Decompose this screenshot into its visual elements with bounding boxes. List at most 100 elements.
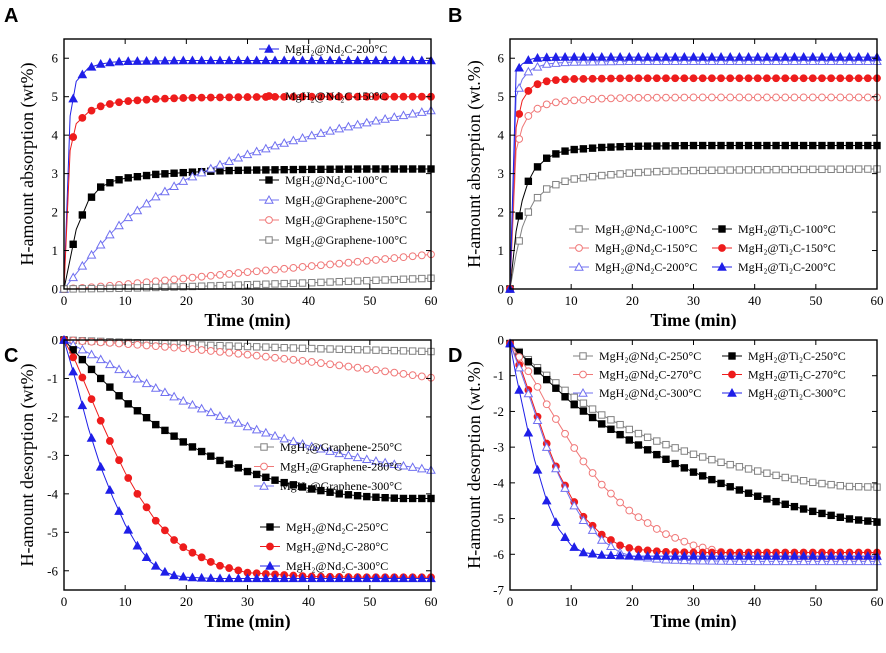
data-point xyxy=(616,170,624,178)
data-point xyxy=(561,386,569,395)
data-point xyxy=(642,551,653,560)
data-point xyxy=(661,56,671,66)
data-point xyxy=(642,56,653,66)
series-1 xyxy=(506,339,881,526)
legend-marker xyxy=(575,244,583,252)
data-point xyxy=(771,52,781,61)
data-point xyxy=(588,405,597,413)
data-point xyxy=(707,74,716,83)
data-point xyxy=(688,52,699,61)
data-point xyxy=(150,55,161,65)
data-point xyxy=(326,92,334,101)
data-point xyxy=(114,506,124,515)
data-point xyxy=(578,547,589,557)
data-point xyxy=(416,107,427,116)
legend-entry: MgH₂@Graphene-150°C xyxy=(259,213,407,227)
data-point xyxy=(170,275,179,284)
data-point xyxy=(763,495,771,503)
data-point xyxy=(205,407,216,417)
y-tick-label: -6 xyxy=(47,563,58,578)
legend-entry: MgH₂@Graphene-100°C xyxy=(259,233,407,247)
data-point xyxy=(105,359,115,369)
data-point xyxy=(317,345,325,353)
data-point xyxy=(679,56,690,66)
x-tick-label: 40 xyxy=(748,594,761,609)
data-point xyxy=(735,166,744,174)
data-point xyxy=(818,479,826,488)
data-point xyxy=(634,93,643,102)
data-point xyxy=(289,92,298,101)
data-point xyxy=(69,240,77,248)
data-point xyxy=(541,495,552,505)
data-point xyxy=(335,345,343,353)
data-point xyxy=(306,573,317,583)
legend-entry: MgH₂@Nd₂C-100°C xyxy=(569,222,697,236)
y-tick-label: -1 xyxy=(47,371,58,386)
panel-letter: B xyxy=(448,5,462,27)
legend-label: MgH₂@Nd₂C-150°C xyxy=(595,241,697,255)
legend-entry: MgH₂@Nd₂C-200°C xyxy=(259,42,387,56)
data-point xyxy=(853,52,864,61)
data-point xyxy=(399,165,408,173)
data-point xyxy=(671,93,680,102)
legend-marker xyxy=(727,387,737,397)
legend-marker xyxy=(266,542,274,551)
legend-entry: MgH₂@Graphene-200°C xyxy=(259,193,407,207)
y-tick-label: -2 xyxy=(493,404,504,419)
data-point xyxy=(289,165,298,174)
legend-label: MgH₂@Ti₂C-100°C xyxy=(738,222,836,236)
data-point xyxy=(371,115,381,125)
legend: MgH₂@Nd₂C-100°C MgH₂@Ti₂C-100°C MgH₂@Nd₂C-… xyxy=(569,222,836,274)
data-point xyxy=(643,93,652,102)
data-point xyxy=(606,52,616,61)
legend-label: MgH₂@Nd₂C-200°C xyxy=(595,260,697,274)
data-point xyxy=(707,555,717,565)
data-point xyxy=(124,174,132,182)
data-point xyxy=(532,61,543,71)
data-point xyxy=(863,93,872,102)
legend-entry: MgH₂@Ti₂C-200°C xyxy=(712,260,836,274)
data-point xyxy=(679,555,690,565)
data-point xyxy=(561,177,569,186)
data-point xyxy=(744,489,753,497)
data-point xyxy=(515,110,524,118)
legend-marker xyxy=(259,480,269,490)
data-point xyxy=(835,556,846,566)
data-point xyxy=(753,93,762,102)
data-point xyxy=(570,444,579,452)
data-point xyxy=(523,66,534,76)
data-point xyxy=(106,179,114,187)
data-point xyxy=(142,341,151,350)
data-point xyxy=(105,57,115,67)
legend-entry: MgH₂@Graphene-300°C xyxy=(254,479,402,493)
data-point xyxy=(561,75,569,84)
data-point xyxy=(772,497,780,506)
data-point xyxy=(344,92,353,101)
data-point xyxy=(716,56,726,66)
data-point xyxy=(854,483,863,491)
data-point xyxy=(716,556,726,565)
data-point xyxy=(551,52,561,61)
data-point xyxy=(688,56,699,66)
data-point xyxy=(152,283,160,292)
x-tick-label: 30 xyxy=(241,594,254,609)
data-point xyxy=(407,108,418,118)
data-point xyxy=(845,165,854,173)
data-point xyxy=(178,55,189,65)
data-point xyxy=(662,530,670,539)
data-point xyxy=(854,74,863,83)
data-point xyxy=(317,92,325,101)
data-point xyxy=(717,479,725,488)
x-tick-label: 30 xyxy=(687,293,700,308)
data-point xyxy=(752,56,763,66)
data-point xyxy=(762,52,772,61)
data-point xyxy=(734,556,745,565)
data-point xyxy=(754,467,762,475)
y-tick-label: 0 xyxy=(52,282,59,297)
legend-entry: MgH₂@Ti₂C-150°C xyxy=(712,241,836,255)
data-point xyxy=(398,460,409,470)
data-point xyxy=(587,525,598,534)
data-point xyxy=(772,74,780,83)
data-point xyxy=(717,141,725,150)
